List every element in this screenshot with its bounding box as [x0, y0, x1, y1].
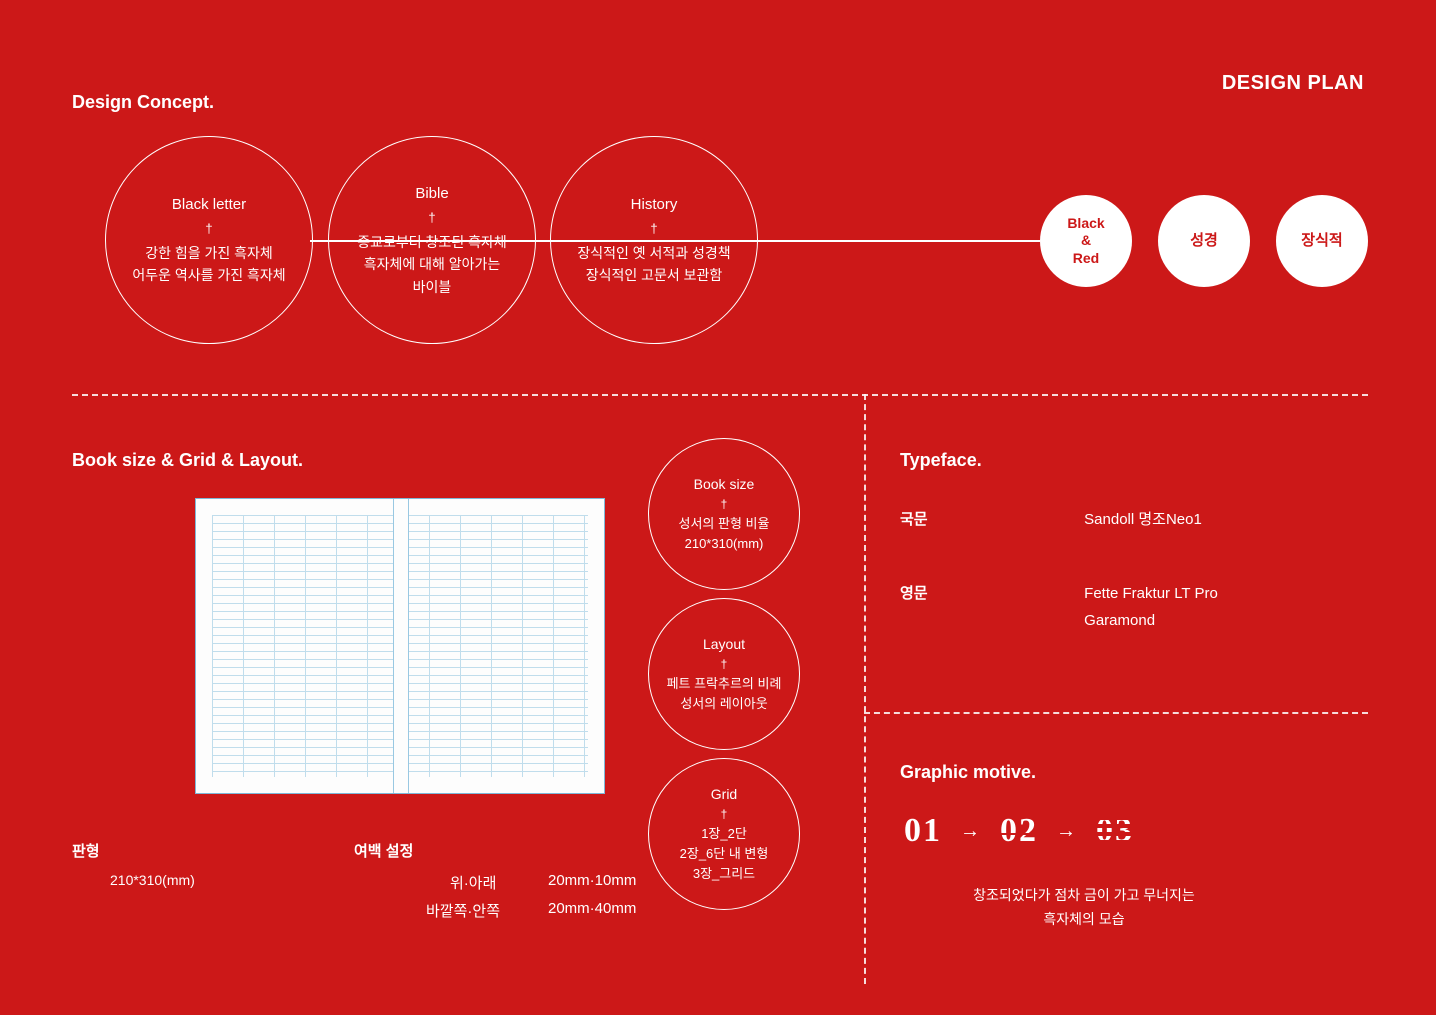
motive-desc-line: 창조되었다가 점차 금이 가고 무너지는 — [904, 884, 1264, 908]
typeface-section-title: Typeface. — [900, 450, 982, 471]
circle-line: 바이블 — [413, 276, 452, 298]
cross-icon: † — [205, 219, 212, 240]
cross-icon: † — [721, 805, 728, 824]
typeface-row-english: 영문 Fette Fraktur LT Pro — [900, 582, 1218, 603]
circle-title: Book size — [694, 474, 755, 496]
typeface-row-korean: 국문 Sandoll 명조Neo1 — [900, 508, 1202, 529]
margin-row-val: 20mm·10mm — [548, 872, 636, 889]
circle-title: Grid — [711, 784, 737, 806]
page-title: DESIGN PLAN — [1222, 72, 1364, 95]
circle-line: 페트 프락추르의 비례 — [667, 674, 782, 694]
motive-num-1: 01 — [904, 812, 942, 850]
motive-section-title: Graphic motive. — [900, 762, 1036, 783]
circle-line: 210*310(mm) — [685, 534, 764, 554]
result-circle-black-red: Black & Red — [1040, 195, 1132, 287]
motive-num-3: 03 — [1096, 812, 1134, 850]
concept-circle-bible: Bible † 종교로부터 창조된 흑자체 흑자체에 대해 알아가는 바이블 — [328, 136, 536, 344]
fcircle-line: 성경 — [1190, 232, 1218, 251]
cross-icon: † — [428, 208, 435, 229]
circle-line: 장식적인 고문서 보관함 — [586, 264, 723, 286]
circle-line: 성서의 레이아웃 — [680, 694, 767, 714]
concept-section-title: Design Concept. — [72, 92, 214, 113]
arrow-right-icon: → — [960, 820, 982, 843]
divider-vertical — [864, 394, 866, 984]
chain-circle-layout: Layout † 페트 프락추르의 비례 성서의 레이아웃 — [648, 598, 800, 750]
margin-row-key: 위·아래 — [450, 872, 496, 893]
cross-icon: † — [721, 655, 728, 674]
arrow-right-icon: → — [1056, 820, 1078, 843]
fcircle-line: Black — [1067, 215, 1104, 233]
typeface-label: 국문 — [900, 508, 1080, 529]
fcircle-line: & — [1081, 232, 1091, 250]
motive-num-2: 02 — [1000, 812, 1038, 850]
typeface-value: Fette Fraktur LT Pro — [1084, 585, 1218, 602]
fcircle-line: 장식적 — [1301, 232, 1342, 251]
cross-icon: † — [721, 495, 728, 514]
circle-title: Layout — [703, 634, 745, 656]
typeface-value: Garamond — [1084, 612, 1155, 629]
motive-desc-line: 흑자체의 모습 — [904, 908, 1264, 932]
circle-line: 3장_그리드 — [693, 864, 755, 884]
motive-number-sequence: 01 → 02 → 03 — [904, 812, 1134, 850]
circle-title: Bible — [415, 182, 448, 206]
concept-circle-history: History † 장식적인 옛 서적과 성경책 장식적인 고문서 보관함 — [550, 136, 758, 344]
divider-horizontal-2 — [864, 712, 1368, 714]
circle-line: 성서의 판형 비율 — [679, 514, 770, 534]
circle-line: 어두운 역사를 가진 흑자체 — [132, 264, 285, 286]
margin-label: 여백 설정 — [354, 840, 413, 861]
circle-line: 장식적인 옛 서적과 성경책 — [577, 242, 730, 264]
circle-line: 흑자체에 대해 알아가는 — [364, 253, 501, 275]
circle-title: History — [631, 193, 678, 217]
format-label: 판형 — [72, 840, 100, 861]
margin-row-val: 20mm·40mm — [548, 900, 636, 917]
cross-icon: † — [650, 219, 657, 240]
margin-row-key: 바깥쪽·안쪽 — [426, 900, 500, 921]
chain-circle-booksize: Book size † 성서의 판형 비율 210*310(mm) — [648, 438, 800, 590]
divider-horizontal-1 — [72, 394, 1368, 396]
booksize-section-title: Book size & Grid & Layout. — [72, 450, 303, 471]
concept-circle-blackletter: Black letter † 강한 힘을 가진 흑자체 어두운 역사를 가진 흑… — [105, 136, 313, 344]
format-value: 210*310(mm) — [110, 872, 195, 889]
result-circle-bible: 성경 — [1158, 195, 1250, 287]
result-circle-decorative: 장식적 — [1276, 195, 1368, 287]
circle-line: 강한 힘을 가진 흑자체 — [145, 242, 273, 264]
circle-line: 2장_6단 내 변형 — [680, 844, 769, 864]
circle-line: 종교로부터 창조된 흑자체 — [357, 231, 506, 253]
motive-description: 창조되었다가 점차 금이 가고 무너지는 흑자체의 모습 — [904, 884, 1264, 932]
fcircle-line: Red — [1073, 250, 1099, 268]
typeface-label: 영문 — [900, 582, 1080, 603]
chain-circle-grid: Grid † 1장_2단 2장_6단 내 변형 3장_그리드 — [648, 758, 800, 910]
typeface-value: Sandoll 명조Neo1 — [1084, 508, 1202, 529]
typeface-row-english-2: Garamond — [900, 612, 1155, 629]
circle-line: 1장_2단 — [701, 824, 747, 844]
grid-layout-preview — [195, 498, 605, 794]
circle-title: Black letter — [172, 193, 246, 217]
